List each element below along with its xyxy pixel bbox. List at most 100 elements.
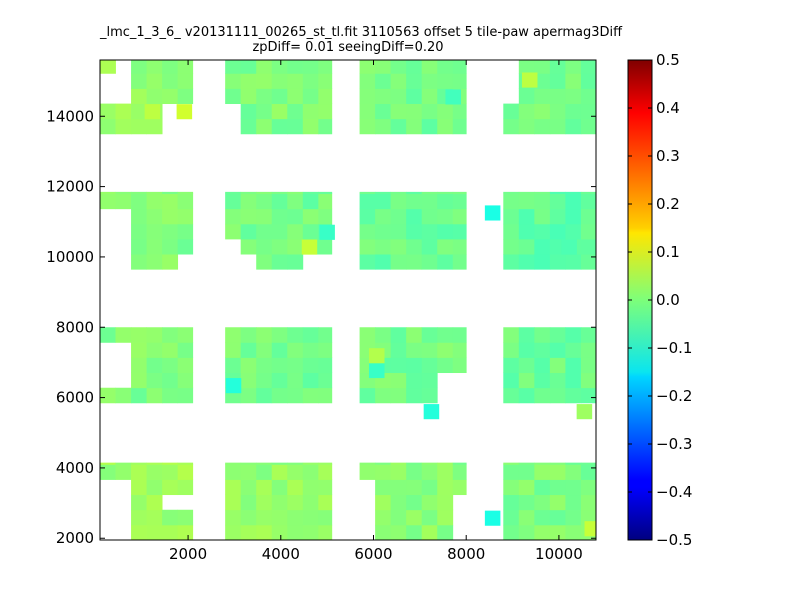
heatmap-cell bbox=[287, 118, 304, 135]
heatmap-cell bbox=[318, 494, 333, 511]
heatmap-cell-outlier bbox=[225, 378, 242, 394]
heatmap-cell bbox=[131, 88, 147, 105]
heatmap-cell bbox=[406, 387, 423, 404]
heatmap-cell bbox=[256, 223, 273, 240]
heatmap-cell bbox=[406, 372, 423, 389]
heatmap-cell bbox=[580, 103, 596, 120]
heatmap-cell bbox=[162, 479, 179, 496]
heatmap-cell bbox=[549, 509, 566, 526]
heatmap-cell bbox=[146, 193, 163, 210]
heatmap-cell bbox=[115, 387, 132, 404]
y-tick-label: 10000 bbox=[46, 248, 94, 266]
heatmap-cell bbox=[256, 462, 273, 465]
heatmap-cell bbox=[390, 479, 407, 496]
heatmap-cell bbox=[240, 238, 257, 255]
heatmap-cell bbox=[177, 193, 194, 210]
heatmap-cell bbox=[503, 462, 520, 465]
heatmap-cell-outlier bbox=[176, 104, 193, 120]
heatmap-cell bbox=[131, 191, 147, 195]
heatmap-cell bbox=[565, 193, 582, 210]
heatmap-cell bbox=[534, 193, 551, 210]
heatmap-cell bbox=[359, 118, 376, 135]
heatmap-cell bbox=[375, 208, 392, 225]
heatmap-cell bbox=[437, 254, 454, 270]
heatmap-cell bbox=[452, 191, 467, 195]
heatmap-cell bbox=[421, 462, 438, 465]
heatmap-cell bbox=[565, 524, 582, 540]
heatmap-cell bbox=[549, 193, 566, 210]
heatmap-cell bbox=[302, 524, 319, 540]
heatmap-cell bbox=[162, 254, 179, 270]
heatmap-cell bbox=[146, 60, 163, 74]
heatmap-cell bbox=[518, 191, 535, 195]
heatmap-cell bbox=[580, 327, 596, 343]
heatmap-cell bbox=[271, 191, 288, 195]
colorbar-axis: 0.5 0.4 0.3 0.2 0.1 0.0 −0.1 −0.2 −0.3 −0.4 −0.5 bbox=[628, 51, 692, 549]
heatmap-cell bbox=[162, 462, 179, 465]
heatmap-cell bbox=[518, 238, 535, 255]
heatmap-cell bbox=[162, 509, 179, 526]
heatmap-cell bbox=[302, 118, 319, 135]
heatmap-cell bbox=[565, 254, 582, 270]
heatmap-cell bbox=[131, 464, 147, 480]
heatmap-cell bbox=[287, 464, 304, 480]
heatmap-cell bbox=[565, 208, 582, 225]
heatmap-cell bbox=[549, 223, 566, 240]
x-tick-label: 2000 bbox=[169, 545, 207, 563]
heatmap-cell bbox=[162, 464, 179, 480]
heatmap-cell bbox=[302, 342, 319, 358]
heatmap-cell bbox=[240, 342, 257, 358]
heatmap-cell bbox=[549, 327, 566, 343]
heatmap-cell bbox=[115, 327, 132, 343]
heatmap-cell bbox=[390, 60, 407, 74]
heatmap-cell bbox=[534, 479, 551, 496]
x-tick-label: 6000 bbox=[354, 545, 392, 563]
heatmap-cell bbox=[146, 357, 163, 374]
heatmap-cell bbox=[518, 88, 535, 105]
heatmap-cell bbox=[452, 462, 467, 465]
heatmap-cell bbox=[177, 342, 194, 358]
heatmap-cell bbox=[549, 524, 566, 540]
heatmap-cell bbox=[271, 60, 288, 74]
heatmap-cell bbox=[256, 357, 273, 374]
y-tick-label: 6000 bbox=[56, 389, 94, 407]
heatmap-cell bbox=[534, 191, 551, 195]
colorbar-tick-label: 0.2 bbox=[656, 195, 680, 213]
heatmap-cell bbox=[177, 223, 194, 240]
heatmap-cell bbox=[390, 118, 407, 135]
heatmap-cell bbox=[375, 238, 392, 255]
heatmap-cell bbox=[318, 509, 333, 526]
heatmap-cell bbox=[390, 462, 407, 465]
heatmap-cell bbox=[177, 357, 194, 374]
heatmap-cell bbox=[503, 254, 520, 270]
heatmap-cell bbox=[534, 88, 551, 105]
heatmap-cell bbox=[580, 357, 596, 374]
heatmap-cell bbox=[518, 342, 535, 358]
heatmap-cell bbox=[375, 73, 392, 89]
heatmap-cell bbox=[256, 60, 273, 74]
heatmap-cell bbox=[375, 223, 392, 240]
heatmap-cell bbox=[549, 254, 566, 270]
heatmap-cell bbox=[146, 524, 163, 540]
heatmap-cell bbox=[162, 191, 179, 195]
heatmap-cell bbox=[421, 524, 438, 540]
heatmap-cell bbox=[100, 103, 116, 120]
heatmap-cell bbox=[390, 524, 407, 540]
heatmap-cell bbox=[503, 238, 520, 255]
heatmap-cell bbox=[565, 118, 582, 135]
heatmap-cell bbox=[240, 193, 257, 210]
heatmap-cell bbox=[287, 238, 304, 255]
heatmap-cell bbox=[534, 118, 551, 135]
heatmap-cell bbox=[240, 524, 257, 540]
heatmap-cell bbox=[115, 118, 132, 135]
heatmap-cell bbox=[146, 464, 163, 480]
heatmap-cell bbox=[177, 509, 194, 526]
heatmap-cell bbox=[100, 327, 116, 343]
heatmap-cell bbox=[302, 462, 319, 465]
heatmap-cell bbox=[271, 479, 288, 496]
heatmap-cell bbox=[580, 479, 596, 496]
heatmap-cell bbox=[240, 387, 257, 404]
y-tick-label: 4000 bbox=[56, 459, 94, 477]
heatmap-cell bbox=[503, 494, 520, 511]
heatmap-cell bbox=[452, 327, 467, 343]
